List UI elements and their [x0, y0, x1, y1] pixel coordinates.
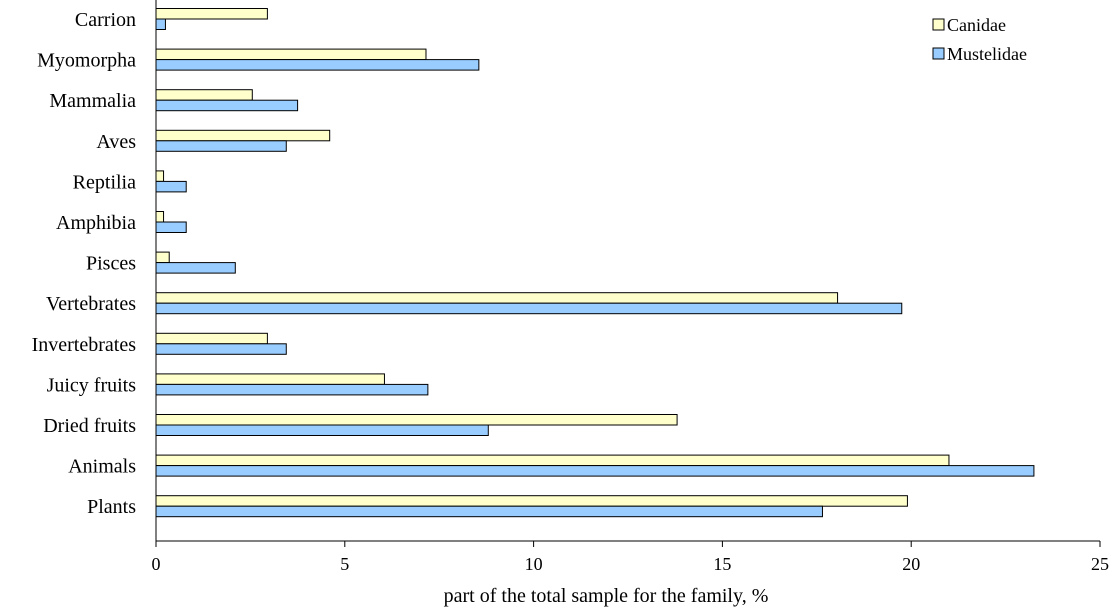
x-ticks: 0 5 10 15 20 25 — [152, 541, 1109, 574]
bar-canidae-vertebrates — [155, 292, 839, 304]
legend-swatch-canidae — [932, 18, 945, 31]
category-label-mammalia: Mammalia — [49, 90, 136, 112]
bar-mustelidae-amphibia — [155, 221, 187, 233]
category-label-aves: Aves — [96, 131, 136, 153]
bar-canidae-mammalia — [155, 89, 253, 101]
category-label-carrion: Carrion — [75, 9, 136, 31]
bar-canidae-animals — [155, 454, 950, 467]
category-label-myomorpha: Myomorpha — [37, 50, 136, 72]
bar-canidae-amphibia — [155, 211, 165, 223]
bar-mustelidae-reptilia — [155, 180, 187, 193]
category-label-invertebrates: Invertebrates — [32, 334, 137, 356]
bar-canidae-carrion — [155, 8, 268, 20]
bar-mustelidae-invertebrates — [155, 343, 287, 355]
category-label-vertebrates: Vertebrates — [46, 293, 136, 315]
bar-canidae-pisces — [155, 251, 170, 264]
x-axis-title: part of the total sample for the family,… — [444, 585, 769, 607]
legend-swatch-mustelidae — [932, 47, 945, 60]
x-tick-label-0: 0 — [152, 554, 161, 574]
bar-mustelidae-plants — [155, 505, 823, 518]
bar-mustelidae-carrion — [155, 18, 166, 30]
bar-canidae-aves — [155, 129, 331, 142]
category-label-plants: Plants — [87, 496, 136, 518]
axes — [155, 0, 1100, 542]
category-label-juicy-fruits: Juicy fruits — [47, 374, 137, 396]
bar-canidae-myomorpha — [155, 48, 427, 61]
category-label-dried-fruits: Dried fruits — [43, 415, 136, 437]
legend-label-canidae: Canidae — [947, 15, 1006, 35]
x-tick-label-5: 5 — [340, 554, 349, 574]
category-label-animals: Animals — [68, 456, 136, 478]
bar-mustelidae-pisces — [155, 262, 236, 274]
legend-label-mustelidae: Mustelidae — [947, 44, 1027, 64]
bar-canidae-invertebrates — [155, 332, 268, 345]
category-label-reptilia: Reptilia — [73, 171, 136, 193]
bar-mustelidae-dried-fruits — [155, 424, 489, 436]
bar-mustelidae-vertebrates — [155, 302, 903, 315]
bars-group — [155, 8, 1035, 518]
bar-canidae-plants — [155, 495, 908, 507]
x-tick-label-10: 10 — [525, 554, 543, 574]
bar-mustelidae-myomorpha — [155, 59, 480, 71]
category-label-pisces: Pisces — [86, 253, 136, 275]
category-label-amphibia: Amphibia — [56, 212, 136, 234]
bar-mustelidae-juicy-fruits — [155, 383, 429, 396]
x-tick-label-25: 25 — [1091, 554, 1109, 574]
bar-mustelidae-aves — [155, 140, 287, 152]
x-tick-label-15: 15 — [713, 554, 731, 574]
bar-mustelidae-mammalia — [155, 99, 299, 112]
bar-canidae-juicy-fruits — [155, 373, 385, 385]
x-tick-label-20: 20 — [902, 554, 920, 574]
bar-canidae-reptilia — [155, 170, 165, 182]
bar-canidae-dried-fruits — [155, 414, 678, 426]
bar-mustelidae-animals — [155, 465, 1035, 477]
legend: Canidae Mustelidae — [932, 15, 1027, 64]
category-labels: Carrion Myomorpha Mammalia Aves Reptilia Amph… — [32, 9, 137, 518]
